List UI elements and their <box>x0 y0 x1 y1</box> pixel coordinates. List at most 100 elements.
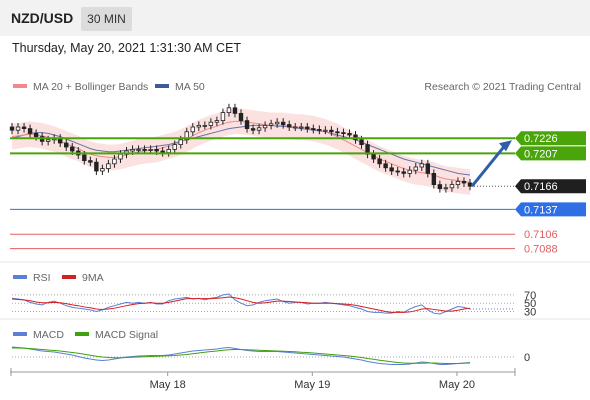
candle <box>100 168 105 172</box>
candle <box>287 124 292 128</box>
rsi-legend: RSI 9MA <box>13 272 104 284</box>
pivot-level-label: 0.7137 <box>524 204 558 216</box>
candle <box>45 139 51 142</box>
candle <box>244 120 250 129</box>
candle <box>299 126 304 129</box>
macd-signal-legend-swatch <box>75 332 89 336</box>
candle <box>407 169 412 174</box>
x-tick-label: May 19 <box>294 379 330 391</box>
candle <box>311 128 316 131</box>
candle <box>214 120 220 123</box>
candle <box>82 154 87 161</box>
rsi-ma-line <box>11 296 471 313</box>
candle <box>425 163 431 174</box>
rsi-legend-label: RSI <box>33 272 51 284</box>
candle <box>220 112 226 121</box>
candle <box>232 107 238 114</box>
candle <box>455 180 461 185</box>
rsi-level-label: 50 <box>524 298 536 310</box>
candle <box>160 150 165 153</box>
bollinger-band <box>12 108 470 195</box>
candle <box>196 125 202 128</box>
candle <box>166 148 171 153</box>
macd-zero-label: 0 <box>524 352 530 364</box>
candle <box>172 144 177 150</box>
candle <box>317 128 322 131</box>
panel-separators <box>0 261 590 320</box>
candle <box>280 121 286 125</box>
candle <box>467 182 473 187</box>
candle <box>27 128 33 134</box>
chart-header: NZD/USD 30 MIN <box>0 0 590 36</box>
candle <box>371 153 376 160</box>
resistance-level-tag-bg <box>515 131 586 146</box>
candle <box>437 184 443 190</box>
candle <box>21 126 27 129</box>
rsi-line <box>11 293 471 315</box>
candle <box>15 126 21 131</box>
candle <box>359 139 364 146</box>
resistance-level-tag-bg <box>515 146 586 161</box>
x-axis: May 18 May 19 May 20 <box>10 368 516 391</box>
ma20-legend-label: MA 20 + Bollinger Bands <box>33 81 148 93</box>
candle <box>190 126 195 133</box>
rsi-ma-legend-label: 9MA <box>82 272 104 284</box>
candle <box>383 163 388 169</box>
support-level-label: 0.7088 <box>524 244 558 256</box>
candle <box>33 132 39 137</box>
timeframe-button[interactable]: 30 MIN <box>81 7 132 31</box>
candle <box>262 125 268 129</box>
pivot-level-tag-bg <box>515 202 586 217</box>
projection-arrow <box>470 143 508 188</box>
candle <box>389 167 394 172</box>
candle <box>431 172 437 185</box>
candle <box>377 158 382 165</box>
candle <box>130 148 135 152</box>
resistance-level-tag: 0.7207 <box>515 146 586 161</box>
resistance-level-tag: 0.7226 <box>515 131 586 146</box>
candle <box>94 161 99 172</box>
candle <box>250 128 256 131</box>
candle <box>335 131 340 134</box>
price-panel: 0.7226 0.7207 0.7166 0.7137 0.7106 0.7088 <box>9 103 586 256</box>
candle <box>118 153 123 160</box>
candle <box>268 123 274 126</box>
candle <box>347 132 352 136</box>
resistance-level-label: 0.7207 <box>524 148 558 160</box>
ma50-line <box>11 124 471 176</box>
candle <box>238 113 244 122</box>
candle <box>461 180 467 184</box>
candle <box>64 142 69 148</box>
macd-signal-legend-label: MACD Signal <box>95 329 158 341</box>
price-legend: MA 20 + Bollinger Bands MA 50 Research ©… <box>13 81 581 93</box>
projection-arrow-head <box>499 140 512 152</box>
pair-title: NZD/USD <box>11 10 74 26</box>
candle <box>401 171 406 174</box>
candle <box>142 148 147 151</box>
rsi-level-label: 70 <box>524 290 536 302</box>
candle <box>341 132 346 135</box>
candle <box>202 125 208 127</box>
last-price-level-tag: 0.7166 <box>515 179 586 194</box>
last-price-level-tag-bg <box>515 179 586 194</box>
macd-legend-label: MACD <box>33 329 64 341</box>
candle <box>449 184 455 189</box>
macd-signal-line <box>12 347 471 364</box>
candle <box>323 129 328 132</box>
candle <box>178 139 183 146</box>
candle <box>226 107 232 114</box>
resistance-level-label: 0.7226 <box>524 133 558 145</box>
pivot-level-tag: 0.7137 <box>515 202 586 217</box>
ma20-legend-swatch <box>13 84 27 88</box>
chart-datetime: Thursday, May 20, 2021 1:31:30 AM CET <box>12 41 242 55</box>
macd-legend-swatch <box>13 332 27 336</box>
candle <box>9 126 15 131</box>
candle <box>136 148 141 151</box>
candle <box>148 148 153 151</box>
macd-panel: 0 <box>11 346 530 365</box>
support-level-label: 0.7106 <box>524 229 558 241</box>
candle <box>256 127 262 131</box>
rsi-legend-swatch <box>13 275 27 279</box>
